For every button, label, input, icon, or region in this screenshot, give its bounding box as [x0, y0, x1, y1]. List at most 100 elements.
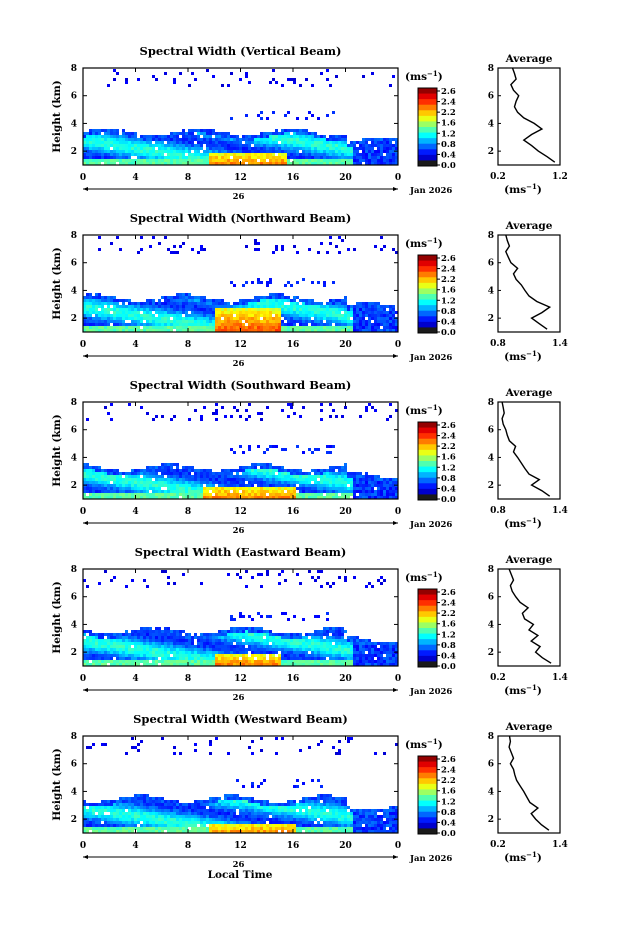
heatmap-cell [266, 466, 269, 469]
heatmap-cell [359, 302, 362, 305]
heatmap-cell [236, 490, 239, 493]
heatmap-cell [305, 78, 308, 81]
heatmap-cell [218, 496, 221, 499]
heatmap-cell [383, 496, 386, 499]
heatmap-cell [302, 311, 305, 314]
heatmap-cell [164, 645, 167, 648]
heatmap-cell [89, 314, 92, 317]
heatmap-cell [305, 475, 308, 478]
heatmap-cell [167, 493, 170, 496]
heatmap-cell [257, 329, 260, 332]
heatmap-cell [140, 642, 143, 645]
heatmap-cell [326, 663, 329, 666]
heatmap-cell [392, 660, 395, 663]
heatmap-cell [188, 159, 191, 162]
heatmap-cell [383, 481, 386, 484]
heatmap-cell [260, 487, 263, 490]
heatmap-cell [296, 573, 299, 576]
heatmap-cell [356, 660, 359, 663]
heatmap-cell [221, 159, 224, 162]
heatmap-cell [242, 648, 245, 651]
heatmap-cell [86, 651, 89, 654]
heatmap-cell [185, 156, 188, 159]
day-bar-arrow-right [393, 688, 398, 692]
heatmap-cell [197, 660, 200, 663]
heatmap-cell [272, 636, 275, 639]
heatmap-cell [101, 329, 104, 332]
heatmap-cell [380, 305, 383, 308]
heatmap-cell [128, 150, 131, 153]
heatmap-cell [362, 660, 365, 663]
heatmap-cell [281, 159, 284, 162]
heatmap-cell [338, 642, 341, 645]
heatmap-cell [86, 159, 89, 162]
heatmap-cell [239, 484, 242, 487]
heatmap-cell [371, 642, 374, 645]
heatmap-cell [215, 317, 218, 320]
heatmap-cell [128, 156, 131, 159]
heatmap-cell [185, 320, 188, 323]
heatmap-cell [242, 451, 245, 454]
heatmap-cell [89, 129, 92, 132]
heatmap-cell [323, 150, 326, 153]
heatmap-cell [92, 296, 95, 299]
heatmap-cell [215, 311, 218, 314]
heatmap-cell [263, 162, 266, 165]
heatmap-cell [350, 490, 353, 493]
heatmap-cell [236, 633, 239, 636]
y-tick-label: 8 [71, 231, 77, 241]
heatmap-cell [110, 657, 113, 660]
heatmap-cell [344, 654, 347, 657]
heatmap-cell [365, 314, 368, 317]
heatmap-cell [305, 472, 308, 475]
heatmap-cell [158, 648, 161, 651]
heatmap-cell [251, 299, 254, 302]
heatmap-cell [188, 138, 191, 141]
heatmap-cell [353, 472, 356, 475]
heatmap-cell [287, 311, 290, 314]
heatmap-cell [317, 630, 320, 633]
heatmap-cell [104, 299, 107, 302]
heatmap-cell [218, 490, 221, 493]
heatmap-cell [299, 147, 302, 150]
heatmap-cell [248, 162, 251, 165]
heatmap-cell [134, 132, 137, 135]
heatmap-cell [275, 135, 278, 138]
heatmap-cell [152, 326, 155, 329]
heatmap-cell [317, 305, 320, 308]
heatmap-cell [233, 308, 236, 311]
heatmap-cell [104, 308, 107, 311]
heatmap-cell [326, 144, 329, 147]
heatmap-cell [155, 642, 158, 645]
heatmap-cell [227, 159, 230, 162]
heatmap-cell [254, 472, 257, 475]
heatmap-cell [341, 627, 344, 630]
heatmap-cell [173, 648, 176, 651]
heatmap-cell [95, 481, 98, 484]
heatmap-cell [236, 657, 239, 660]
heatmap-cell [323, 660, 326, 663]
heatmap-cell [197, 308, 200, 311]
heatmap-cell [164, 630, 167, 633]
heatmap-cell [176, 657, 179, 660]
heatmap-cell [362, 159, 365, 162]
heatmap-cell [263, 132, 266, 135]
panel-3: Spectral Width (Eastward Beam)0 4 8 12 16 20 0… [51, 545, 568, 703]
heatmap-cell [224, 630, 227, 633]
heatmap-cell [101, 645, 104, 648]
heatmap-cell [155, 475, 158, 478]
heatmap-cell [152, 135, 155, 138]
heatmap-cell [350, 308, 353, 311]
heatmap-cell [245, 636, 248, 639]
heatmap-cell [362, 496, 365, 499]
heatmap-cell [329, 236, 332, 239]
heatmap-cell [278, 654, 281, 657]
heatmap-cell [107, 326, 110, 329]
heatmap-cell [254, 469, 257, 472]
heatmap-cell [350, 159, 353, 162]
heatmap-cell [386, 660, 389, 663]
heatmap-cell [335, 138, 338, 141]
heatmap-cell [152, 642, 155, 645]
heatmap-cell [272, 135, 275, 138]
heatmap-cell [386, 147, 389, 150]
